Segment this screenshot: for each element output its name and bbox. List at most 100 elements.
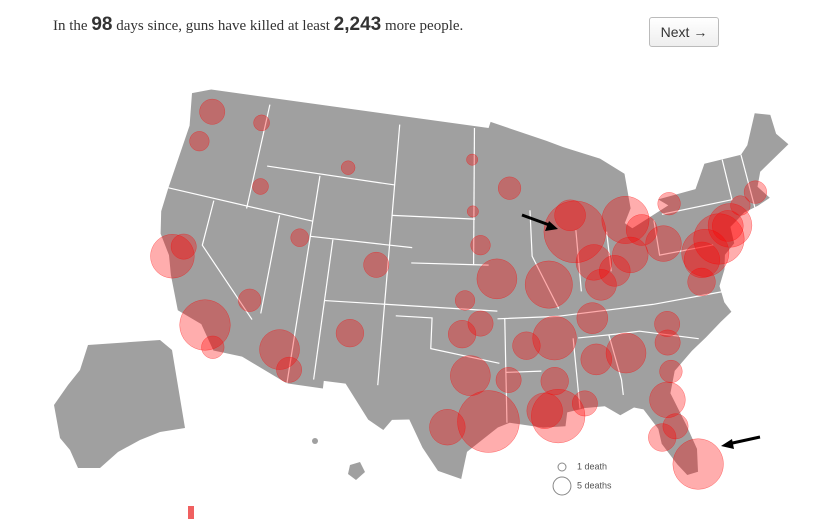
- arrow: [727, 435, 761, 446]
- death-bubble: [649, 381, 686, 418]
- headline-text: days since, guns have killed at least: [116, 18, 330, 34]
- death-bubble: [253, 114, 270, 132]
- death-bubble: [201, 335, 225, 359]
- death-bubble: [363, 251, 390, 278]
- death-bubble: [199, 98, 226, 125]
- death-bubble: [743, 180, 767, 204]
- headline-text: more people.: [384, 18, 464, 34]
- death-bubble: [526, 392, 563, 429]
- state-border: [411, 262, 489, 266]
- death-bubble: [512, 331, 541, 360]
- state-border: [608, 334, 624, 396]
- death-bubble: [150, 234, 195, 279]
- marker-tick: [188, 506, 194, 519]
- death-bubble: [599, 255, 631, 287]
- death-bubble: [470, 235, 491, 256]
- death-bubble: [476, 258, 518, 300]
- death-bubble: [189, 131, 210, 152]
- death-bubble: [454, 290, 476, 311]
- death-bubble: [340, 160, 356, 175]
- state-border: [201, 200, 253, 320]
- state-border: [392, 214, 476, 220]
- state-border: [245, 104, 271, 209]
- death-bubble: [575, 244, 613, 281]
- land: [54, 89, 789, 480]
- death-bubble: [645, 225, 682, 262]
- state-border: [504, 318, 508, 423]
- state-border: [395, 315, 500, 364]
- state-border: [505, 370, 542, 373]
- legend-label: 5 deaths: [577, 480, 612, 490]
- death-bubble: [554, 199, 586, 232]
- death-bubble: [543, 200, 607, 264]
- death-bubble: [707, 203, 753, 248]
- death-bubble: [654, 329, 681, 356]
- death-bubble: [290, 228, 309, 247]
- lower-48: [160, 89, 789, 479]
- death-bubble: [170, 233, 197, 260]
- death-bubble: [585, 269, 617, 301]
- death-bubble: [681, 228, 730, 277]
- state-border: [605, 231, 612, 272]
- death-bubble: [238, 288, 262, 312]
- death-bubble: [683, 241, 721, 278]
- state-border: [529, 210, 560, 309]
- death-bubble: [466, 205, 479, 218]
- death-bubble: [712, 210, 744, 242]
- death-bubble: [450, 355, 491, 396]
- state-border: [286, 175, 321, 384]
- state-border: [578, 330, 699, 340]
- death-bubble: [497, 176, 522, 200]
- legend-label: 1 death: [577, 461, 607, 471]
- death-bubble: [276, 356, 302, 383]
- death-bubble: [466, 153, 479, 166]
- death-bubble: [687, 267, 716, 296]
- death-bubble: [524, 260, 573, 309]
- death-bubble: [259, 329, 300, 370]
- arrow-head: [545, 221, 558, 231]
- death-bubble: [457, 390, 520, 453]
- death-bubble: [654, 311, 681, 337]
- death-bubble: [576, 302, 609, 334]
- death-bubble: [335, 319, 365, 348]
- death-bubble: [672, 438, 724, 490]
- death-count: 2,243: [333, 14, 382, 35]
- death-bubble: [540, 366, 569, 396]
- state-border: [168, 187, 313, 222]
- state-border: [260, 215, 281, 314]
- state-border: [377, 124, 401, 386]
- death-bubble: [730, 195, 751, 216]
- death-bubble: [648, 423, 677, 452]
- state-border: [740, 154, 758, 215]
- death-bubble: [657, 192, 681, 216]
- legend-circle: [557, 462, 567, 472]
- next-button[interactable]: Next →: [649, 17, 719, 47]
- arrow-head: [721, 439, 734, 449]
- hawaii: [312, 438, 318, 444]
- headline-text: In the: [53, 18, 88, 34]
- death-bubble: [467, 310, 494, 337]
- death-bubble: [252, 178, 269, 195]
- death-bubble: [580, 343, 613, 376]
- bubbles: [150, 98, 767, 490]
- state-border: [497, 291, 723, 320]
- hawaii: [348, 462, 365, 480]
- legend-circle: [552, 476, 572, 496]
- days-count: 98: [91, 14, 113, 35]
- death-bubble: [605, 332, 647, 374]
- death-bubble: [429, 409, 466, 446]
- state-border: [267, 165, 395, 186]
- state-border: [313, 239, 334, 380]
- death-bubble: [659, 359, 683, 384]
- state-border: [472, 127, 476, 266]
- state-border: [310, 235, 413, 249]
- state-border: [575, 230, 582, 292]
- death-bubble: [662, 413, 689, 440]
- death-bubble: [447, 320, 477, 349]
- alaska: [54, 340, 185, 468]
- death-bubble: [625, 214, 658, 246]
- death-bubble: [532, 315, 577, 361]
- death-bubble: [601, 196, 650, 244]
